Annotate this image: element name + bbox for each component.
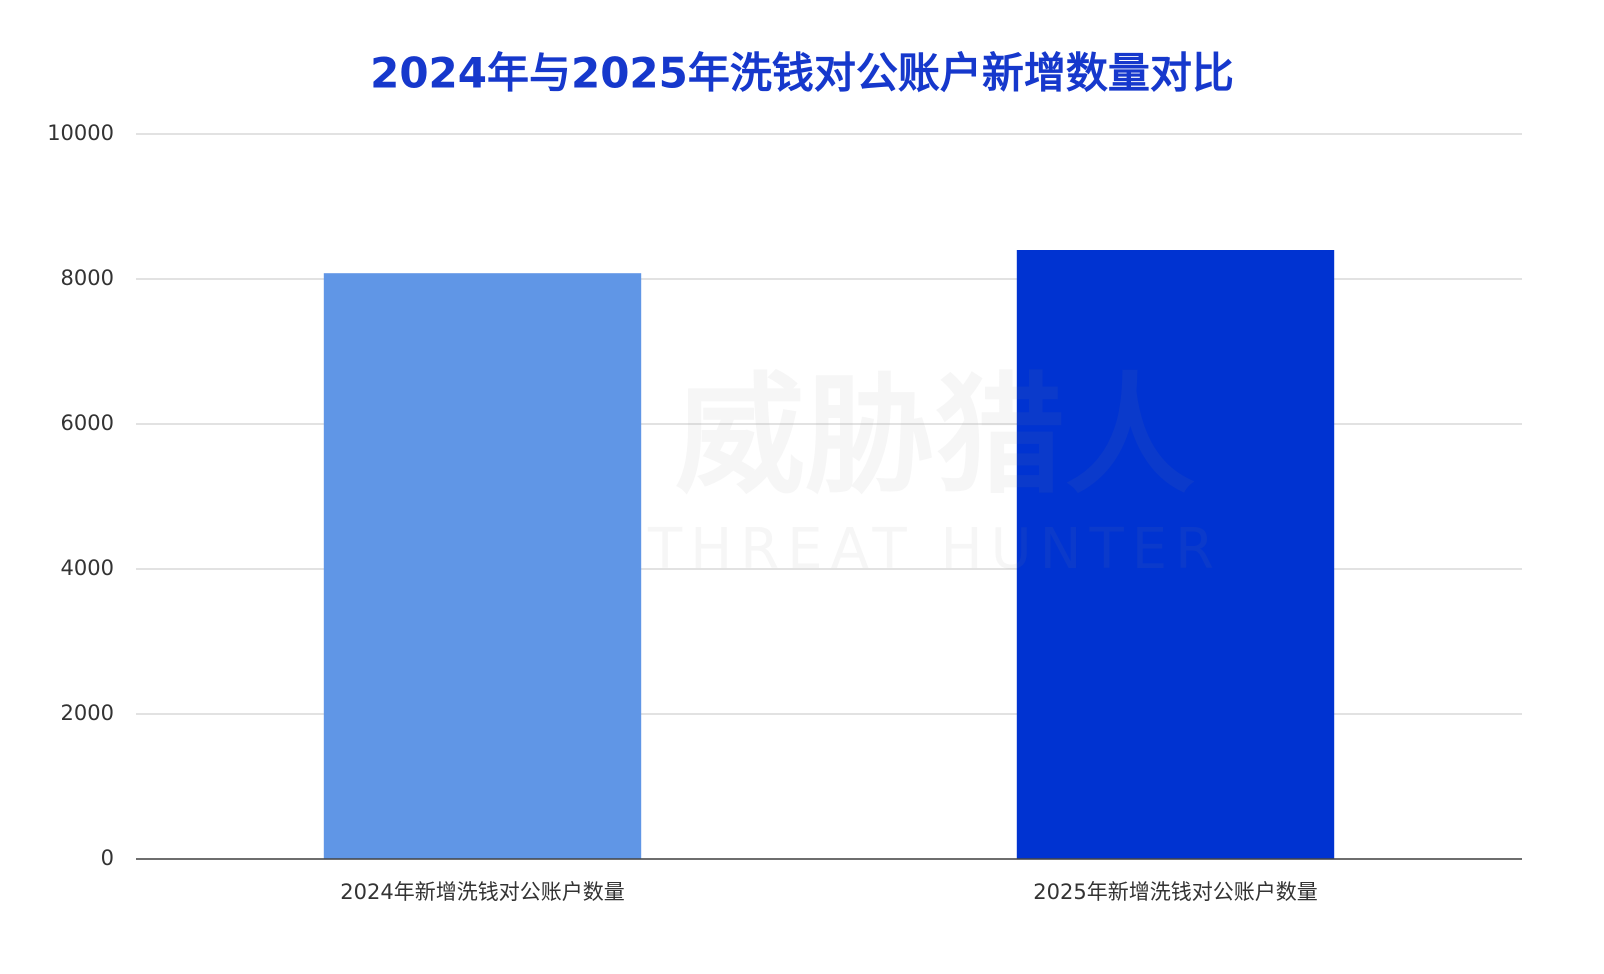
y-tick-label: 0 [101,846,114,870]
bar [323,273,642,859]
y-tick-label: 6000 [61,411,114,435]
chart-title: 2024年与2025年洗钱对公账户新增数量对比 [370,49,1234,98]
y-tick-label: 2000 [61,701,114,725]
y-tick-label: 8000 [61,266,114,290]
watermark: 威胁猎人 [675,360,1195,512]
y-tick-label: 10000 [47,121,114,145]
x-tick-label: 2025年新增洗钱对公账户数量 [1033,880,1317,904]
bar [1016,250,1335,859]
x-tick-label: 2024年新增洗钱对公账户数量 [340,880,624,904]
y-tick-label: 4000 [61,556,114,580]
watermark-sub: THREAT HUNTER [647,517,1222,582]
